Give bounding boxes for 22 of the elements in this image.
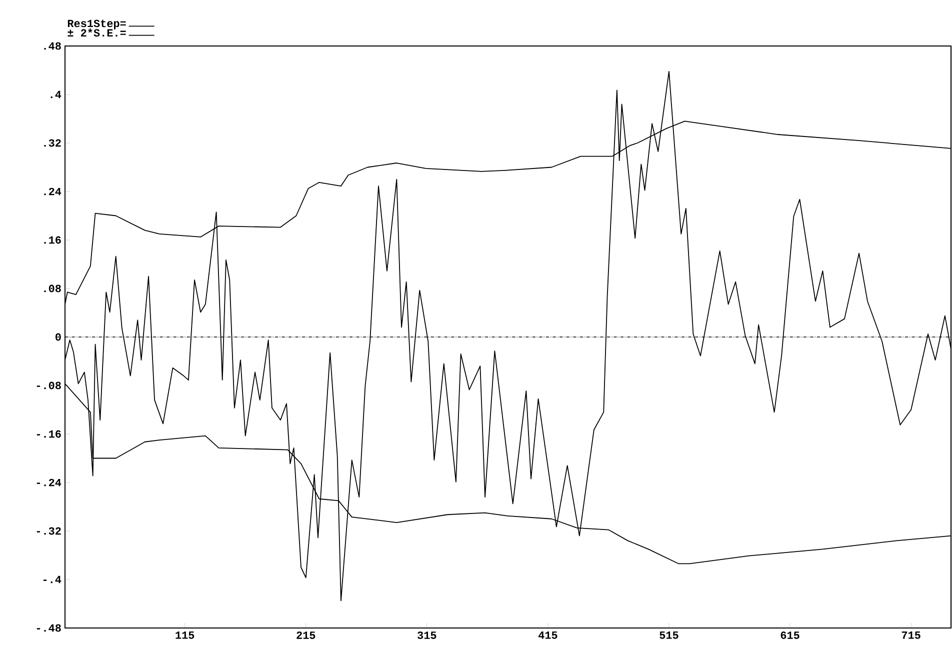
y-tick-label: .08: [44, 284, 61, 292]
y-tick-label: -.24: [36, 478, 62, 486]
x-tick-label: 115: [176, 632, 194, 639]
y-tick-label: -.32: [36, 527, 61, 535]
x-tick-label: 615: [780, 632, 800, 639]
y-tick-label: .48: [44, 42, 61, 50]
y-tick-label: -.16: [36, 430, 61, 438]
y-tick-label: .24: [44, 188, 62, 196]
y-tick-label: .4: [50, 90, 62, 98]
y-tick-label: -.4: [43, 576, 62, 584]
y-tick-label: .32: [44, 139, 61, 147]
x-tick-label: 315: [418, 632, 436, 639]
y-tick-label: -.08: [36, 382, 61, 390]
y-tick-label: -.48: [36, 624, 61, 632]
y-tick-label: .16: [44, 236, 61, 244]
x-tick-label: 515: [660, 632, 678, 639]
x-tick-label: 415: [538, 632, 558, 639]
y-tick-label: 0: [56, 333, 61, 341]
legend-label: ± 2*S.E.=: [68, 28, 126, 37]
legend-label: Res1Step=: [68, 20, 126, 30]
x-tick-label: 215: [296, 632, 316, 639]
x-tick-label: 715: [902, 632, 920, 639]
